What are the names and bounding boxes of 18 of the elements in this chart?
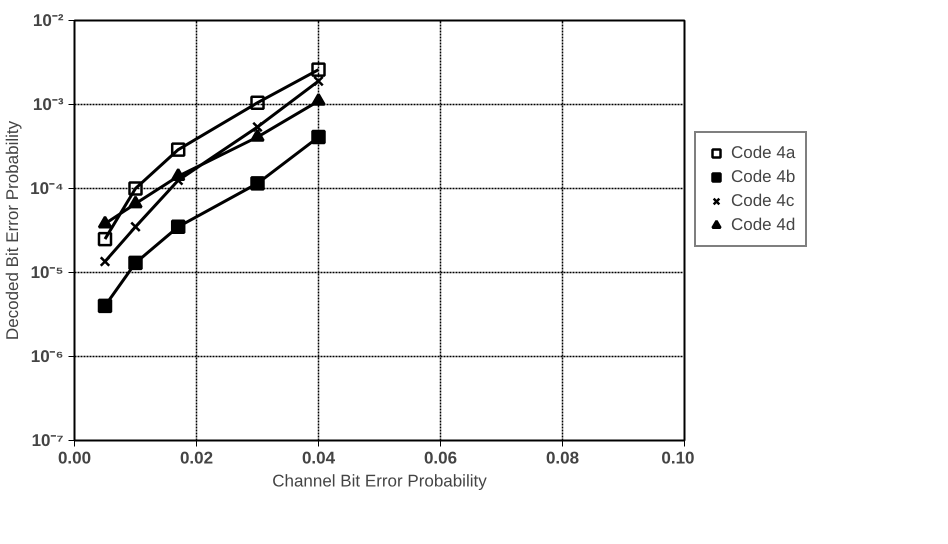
y-tick-label: 10⁻³	[32, 95, 64, 114]
x-tick-label: 0.08	[546, 448, 580, 468]
legend-label: Code 4a	[731, 143, 796, 163]
y-tick-label: 10⁻⁴	[30, 179, 64, 198]
legend-label: Code 4b	[731, 167, 796, 187]
x-tick-label: 0.10	[661, 448, 695, 468]
y-tick-label: 10⁻²	[32, 11, 64, 30]
y-tick-label: 10⁻⁵	[30, 263, 64, 282]
legend-label: Code 4d	[731, 215, 796, 235]
legend-label: Code 4c	[731, 191, 794, 211]
x-tick-label: 0.04	[302, 448, 336, 468]
x-tick-label: 0.02	[180, 448, 214, 468]
y-tick-label: 10⁻⁷	[32, 431, 64, 450]
x-tick-label: 0.06	[424, 448, 458, 468]
y-axis-title: Decoded Bit Error Probability	[3, 120, 22, 340]
x-axis-title: Channel Bit Error Probability	[272, 472, 488, 490]
y-tick-label: 10⁻⁶	[30, 347, 64, 366]
x-tick-label: 0.00	[58, 448, 92, 468]
